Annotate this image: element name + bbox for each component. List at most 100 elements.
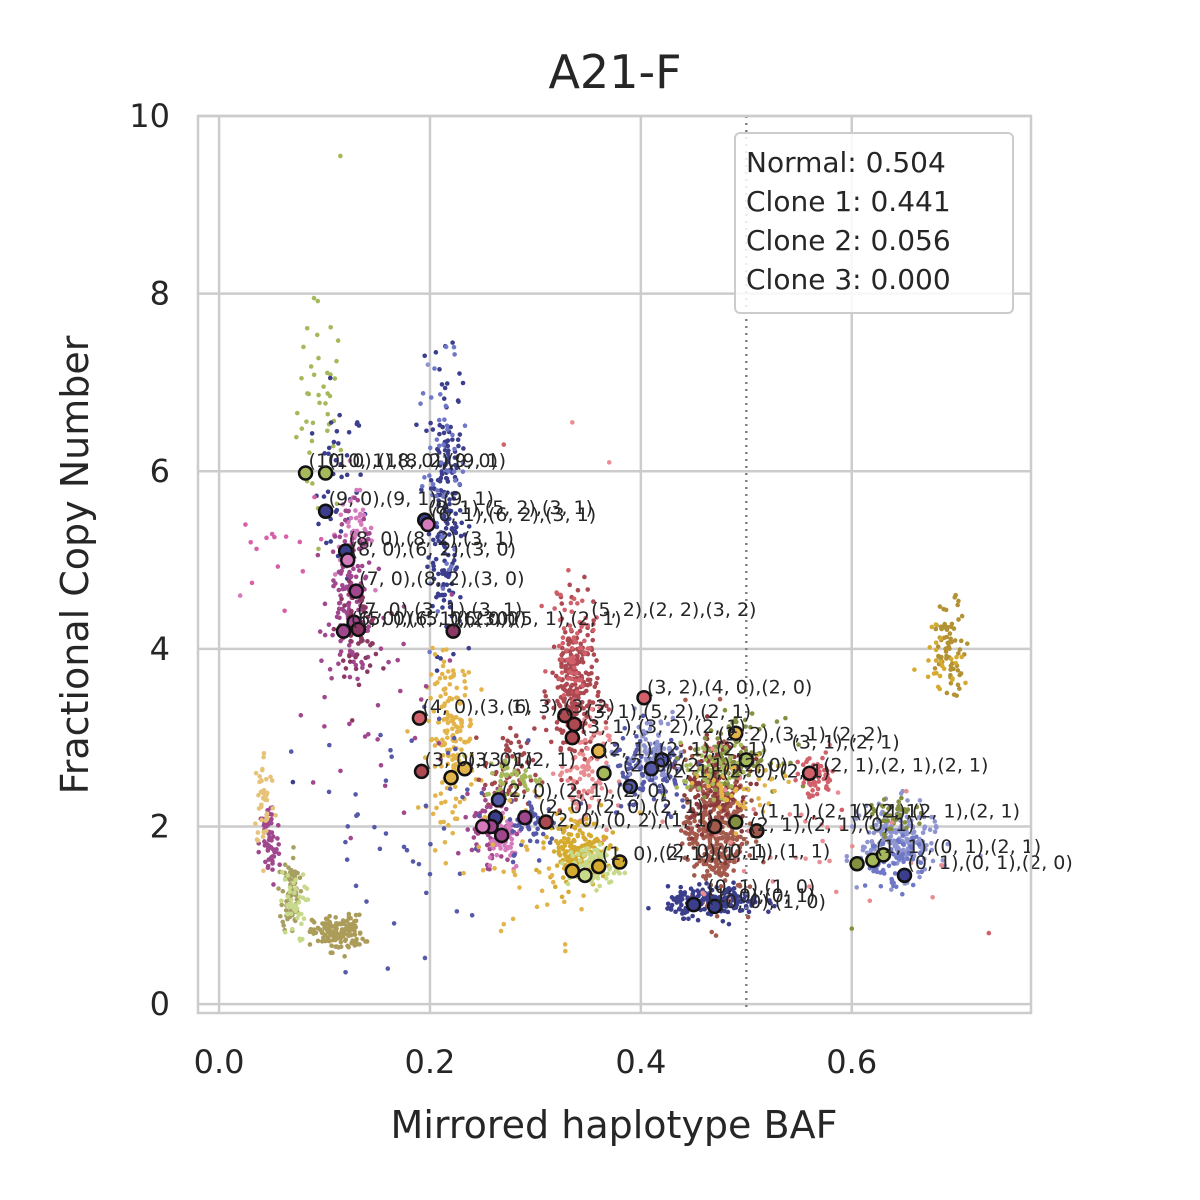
data-point (346, 642, 352, 648)
data-point (774, 719, 780, 724)
data-point (510, 829, 515, 834)
data-point (593, 719, 598, 725)
data-point (338, 461, 344, 467)
data-point (329, 943, 334, 949)
data-point (654, 739, 660, 745)
data-point (453, 724, 459, 729)
data-point (714, 913, 720, 919)
data-point (563, 948, 568, 954)
data-point (640, 781, 645, 787)
data-point (953, 660, 959, 666)
data-point (665, 721, 671, 727)
data-point (736, 843, 742, 849)
data-point (335, 338, 341, 343)
data-point (719, 767, 725, 773)
highlighted-point (566, 716, 583, 733)
data-point (595, 675, 600, 681)
data-point (681, 804, 686, 809)
data-point (579, 793, 585, 798)
data-point (446, 469, 451, 474)
data-point (292, 869, 298, 874)
data-point (524, 759, 530, 765)
data-point (723, 860, 728, 866)
data-point (586, 788, 592, 794)
data-point (330, 937, 336, 943)
data-point (722, 796, 728, 802)
data-point (549, 836, 555, 841)
data-point (564, 858, 570, 863)
data-point (570, 853, 576, 859)
data-point (710, 781, 716, 787)
data-point (326, 930, 331, 935)
data-point (445, 427, 450, 432)
data-point (537, 777, 543, 782)
data-point (958, 638, 964, 644)
data-point (351, 566, 356, 572)
data-point (816, 779, 821, 784)
data-point (717, 871, 723, 876)
data-point (711, 797, 717, 802)
data-point (558, 727, 563, 733)
data-point (431, 567, 437, 572)
data-point (452, 455, 458, 460)
data-point (276, 851, 282, 857)
data-point (735, 809, 741, 814)
data-point (333, 457, 339, 463)
data-point (963, 680, 968, 686)
data-point (263, 828, 269, 834)
data-point (332, 572, 338, 577)
data-point (746, 909, 752, 915)
data-point (442, 467, 448, 472)
data-point (278, 913, 283, 919)
data-point (575, 659, 581, 665)
data-point (910, 882, 916, 888)
data-point (586, 832, 592, 838)
data-point (317, 927, 323, 932)
data-point (481, 786, 487, 792)
data-point (589, 706, 595, 712)
data-point (954, 693, 959, 698)
data-point (722, 866, 728, 872)
data-point (644, 758, 649, 764)
data-point (658, 720, 664, 726)
data-point (603, 720, 609, 725)
data-point (373, 651, 379, 657)
data-point (570, 420, 575, 425)
data-point (356, 682, 362, 688)
data-point (692, 818, 697, 824)
data-point (594, 888, 599, 893)
data-point (553, 884, 558, 890)
data-point (261, 823, 267, 828)
data-point (362, 526, 368, 532)
data-point (445, 822, 451, 828)
data-point (452, 478, 458, 483)
data-point (366, 560, 372, 565)
data-point (558, 772, 563, 778)
data-point (326, 445, 332, 451)
data-point (620, 736, 626, 741)
data-point (534, 904, 540, 910)
point-annotation: (3, 0),(2, 1) (468, 749, 576, 771)
data-point (430, 492, 435, 498)
data-point (446, 567, 452, 573)
data-point (933, 640, 939, 645)
data-point (557, 808, 562, 813)
data-point (563, 663, 569, 669)
data-point (277, 862, 282, 868)
data-point (512, 852, 517, 857)
data-point (711, 846, 717, 852)
data-point (261, 750, 267, 756)
data-point (554, 590, 559, 595)
data-point (598, 698, 603, 704)
data-point (559, 894, 565, 900)
data-point (574, 689, 580, 695)
data-point (917, 874, 922, 880)
data-point (354, 420, 360, 425)
data-point (441, 494, 446, 499)
data-point (423, 803, 429, 809)
data-point (533, 772, 538, 778)
data-point (817, 769, 822, 774)
data-point (526, 826, 532, 832)
data-point (603, 876, 609, 881)
data-point (438, 530, 443, 535)
